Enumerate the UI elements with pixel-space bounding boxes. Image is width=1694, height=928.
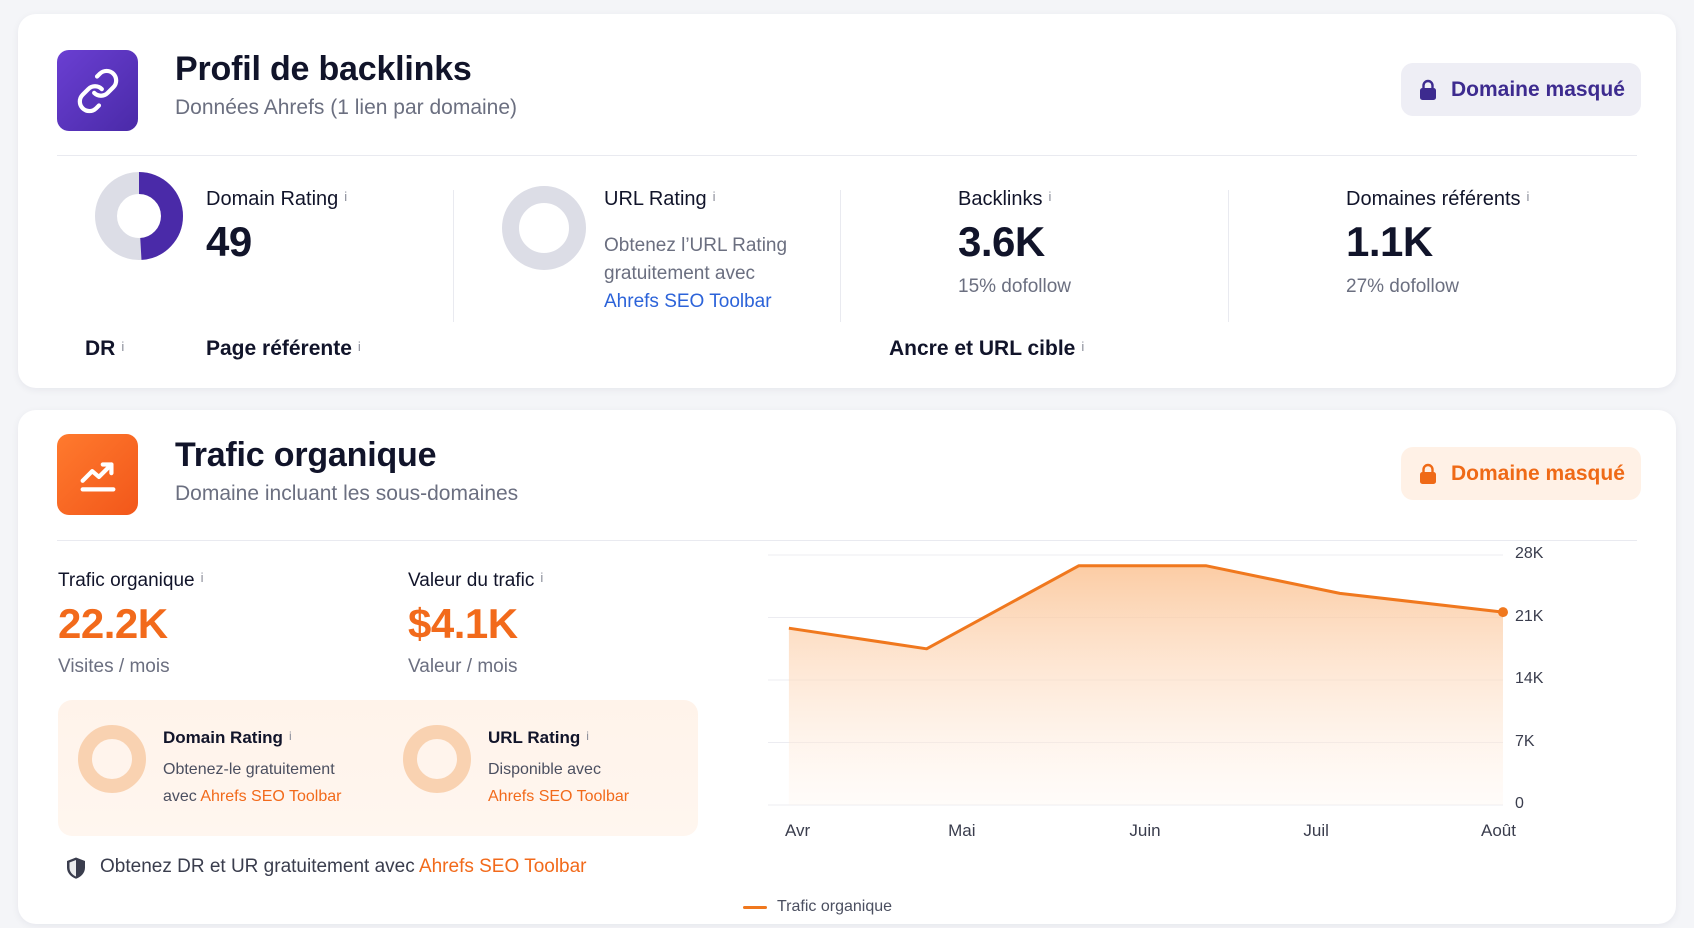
info-icon[interactable]: i bbox=[712, 189, 716, 204]
column-header-dr[interactable]: DR i bbox=[85, 337, 125, 360]
referring-domains-dofollow: 27% dofollow bbox=[1346, 276, 1460, 297]
x-tick-label: Août bbox=[1481, 821, 1516, 840]
toolbar-promo-box: Domain Rating i Obtenez-le gratuitement a… bbox=[58, 700, 698, 836]
masked-domain-label: Domaine masqué bbox=[1451, 461, 1625, 485]
domain-rating-ring bbox=[78, 725, 146, 793]
ahrefs-toolbar-link[interactable]: Ahrefs SEO Toolbar bbox=[488, 788, 630, 805]
info-icon[interactable]: i bbox=[121, 339, 125, 354]
traffic-value-label: Valeur du trafic i bbox=[408, 570, 544, 591]
info-icon[interactable]: i bbox=[540, 570, 544, 585]
info-icon[interactable]: i bbox=[288, 729, 292, 743]
domain-rating-donut bbox=[95, 172, 183, 260]
traffic-value-amount: $4.1K bbox=[408, 600, 518, 647]
x-tick-label: Juin bbox=[1129, 821, 1161, 840]
promo-url-rating-text: Disponible avec Ahrefs SEO Toolbar bbox=[488, 756, 629, 810]
domain-rating-label: Domain Rating i bbox=[206, 188, 348, 210]
url-rating-donut bbox=[502, 186, 586, 270]
backlinks-dofollow: 15% dofollow bbox=[958, 276, 1072, 297]
header-divider bbox=[57, 155, 1637, 156]
y-tick-label: 28K bbox=[1515, 545, 1544, 562]
legend-series-name: Trafic organique bbox=[777, 898, 893, 915]
info-icon[interactable]: i bbox=[586, 729, 589, 743]
traffic-value-unit: Valeur / mois bbox=[408, 656, 518, 677]
y-tick-label: 7K bbox=[1515, 732, 1535, 750]
backlinks-subtitle: Données Ahrefs (1 lien par domaine) bbox=[175, 96, 518, 119]
y-tick-label: 14K bbox=[1515, 670, 1544, 687]
ahrefs-toolbar-link[interactable]: Ahrefs SEO Toolbar bbox=[200, 788, 342, 805]
shield-icon bbox=[67, 857, 85, 879]
stat-divider bbox=[1228, 190, 1229, 322]
masked-domain-label: Domaine masqué bbox=[1451, 77, 1625, 101]
backlinks-title: Profil de backlinks bbox=[175, 50, 472, 88]
toolbar-footer-text: Obtenez DR et UR gratuitement avec Ahref… bbox=[100, 856, 587, 877]
y-tick-label: 0 bbox=[1515, 795, 1524, 812]
lock-icon bbox=[1420, 463, 1436, 484]
stat-divider bbox=[840, 190, 841, 322]
ahrefs-toolbar-link[interactable]: Ahrefs SEO Toolbar bbox=[604, 291, 772, 312]
column-header-anchor-url[interactable]: Ancre et URL cible i bbox=[889, 337, 1085, 360]
x-tick-label: Juil bbox=[1303, 821, 1329, 840]
promo-domain-rating-label: Domain Rating i bbox=[163, 728, 292, 747]
info-icon[interactable]: i bbox=[1048, 189, 1052, 204]
domain-rating-value: 49 bbox=[206, 218, 252, 265]
column-header-referring-page[interactable]: Page référente i bbox=[206, 337, 361, 360]
masked-domain-button[interactable]: Domaine masqué bbox=[1401, 63, 1641, 116]
info-icon[interactable]: i bbox=[344, 189, 348, 204]
legend-swatch bbox=[743, 905, 767, 909]
chart-legend: Trafic organique bbox=[743, 898, 892, 916]
organic-traffic-unit: Visites / mois bbox=[58, 656, 170, 677]
link-icon bbox=[57, 50, 138, 131]
url-rating-label: URL Rating i bbox=[604, 188, 716, 210]
url-rating-ring bbox=[403, 725, 471, 793]
organic-traffic-card: Trafic organique Domaine incluant les so… bbox=[18, 410, 1676, 924]
traffic-subtitle: Domaine incluant les sous-domaines bbox=[175, 482, 519, 505]
x-tick-label: Avr bbox=[785, 821, 811, 840]
organic-traffic-chart bbox=[768, 554, 1508, 806]
backlinks-value: 3.6K bbox=[958, 218, 1045, 265]
masked-domain-button[interactable]: Domaine masqué bbox=[1401, 447, 1641, 500]
stat-divider bbox=[453, 190, 454, 322]
header-divider bbox=[57, 540, 1637, 541]
ahrefs-toolbar-link[interactable]: Ahrefs SEO Toolbar bbox=[418, 856, 587, 877]
info-icon[interactable]: i bbox=[357, 339, 361, 354]
lock-icon bbox=[1420, 79, 1436, 100]
traffic-line bbox=[788, 564, 1504, 651]
promo-url-rating-label: URL Rating i bbox=[488, 728, 589, 747]
referring-domains-value: 1.1K bbox=[1346, 218, 1433, 265]
x-tick-label: Mai bbox=[948, 821, 976, 840]
referring-domains-label: Domaines référents i bbox=[1346, 188, 1530, 210]
backlinks-label: Backlinks i bbox=[958, 188, 1052, 210]
info-icon[interactable]: i bbox=[200, 570, 204, 585]
traffic-title: Trafic organique bbox=[175, 436, 437, 474]
trend-up-icon bbox=[57, 434, 138, 515]
organic-traffic-value: 22.2K bbox=[58, 600, 168, 647]
traffic-area bbox=[788, 565, 1503, 805]
info-icon[interactable]: i bbox=[1081, 339, 1085, 354]
backlinks-card: Profil de backlinks Données Ahrefs (1 li… bbox=[18, 14, 1676, 388]
organic-traffic-label: Trafic organique i bbox=[58, 570, 204, 591]
chart-point[interactable] bbox=[1498, 607, 1508, 618]
promo-domain-rating-text: Obtenez-le gratuitement avec Ahrefs SEO … bbox=[163, 761, 342, 805]
y-tick-label: 21K bbox=[1515, 607, 1544, 625]
url-rating-cta: Obtenez l’URL Rating gratuitement avec A… bbox=[604, 232, 787, 316]
info-icon[interactable]: i bbox=[1526, 189, 1530, 204]
